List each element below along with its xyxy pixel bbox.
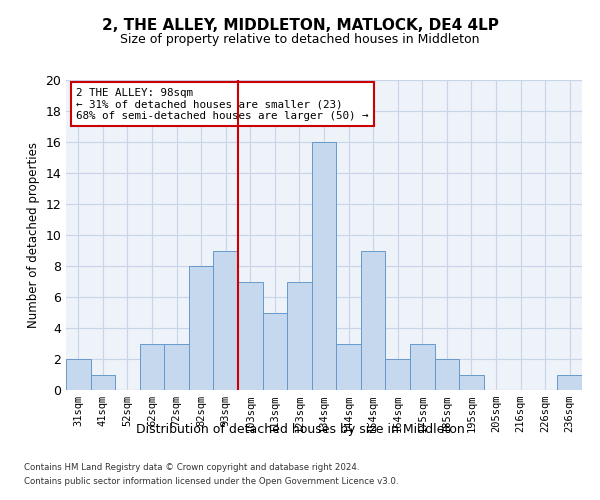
Bar xyxy=(336,344,361,390)
Text: Contains HM Land Registry data © Crown copyright and database right 2024.: Contains HM Land Registry data © Crown c… xyxy=(24,464,359,472)
Bar xyxy=(140,344,164,390)
Y-axis label: Number of detached properties: Number of detached properties xyxy=(27,142,40,328)
Bar xyxy=(385,359,410,390)
Bar xyxy=(91,374,115,390)
Bar xyxy=(361,250,385,390)
Bar xyxy=(164,344,189,390)
Text: Contains public sector information licensed under the Open Government Licence v3: Contains public sector information licen… xyxy=(24,477,398,486)
Bar xyxy=(410,344,434,390)
Bar xyxy=(312,142,336,390)
Bar xyxy=(238,282,263,390)
Bar xyxy=(214,250,238,390)
Bar xyxy=(459,374,484,390)
Text: 2 THE ALLEY: 98sqm
← 31% of detached houses are smaller (23)
68% of semi-detache: 2 THE ALLEY: 98sqm ← 31% of detached hou… xyxy=(76,88,369,121)
Bar xyxy=(287,282,312,390)
Bar xyxy=(66,359,91,390)
Text: Distribution of detached houses by size in Middleton: Distribution of detached houses by size … xyxy=(136,422,464,436)
Bar xyxy=(263,312,287,390)
Text: Size of property relative to detached houses in Middleton: Size of property relative to detached ho… xyxy=(120,32,480,46)
Text: 2, THE ALLEY, MIDDLETON, MATLOCK, DE4 4LP: 2, THE ALLEY, MIDDLETON, MATLOCK, DE4 4L… xyxy=(101,18,499,32)
Bar xyxy=(557,374,582,390)
Bar xyxy=(189,266,214,390)
Bar xyxy=(434,359,459,390)
